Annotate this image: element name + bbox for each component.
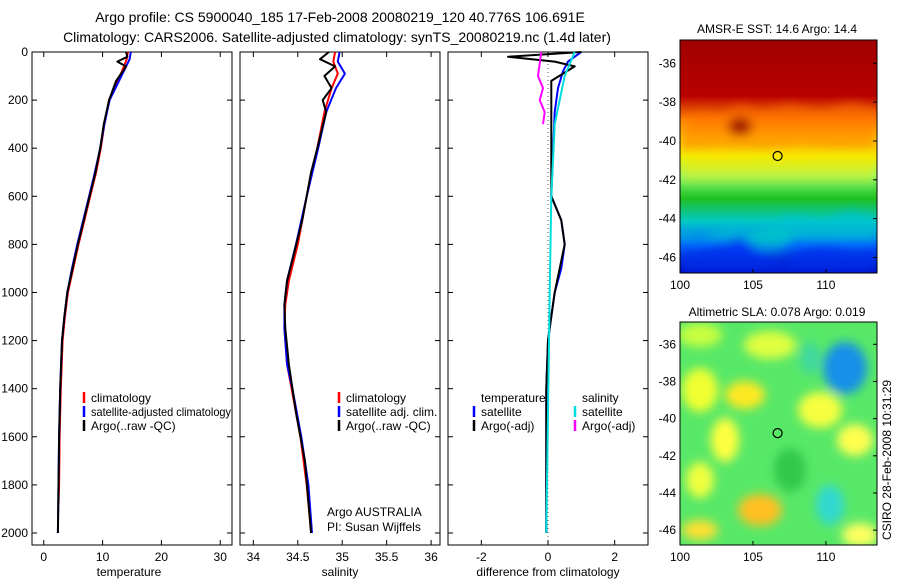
map-y-tick-label: -42: [659, 449, 677, 463]
series-line-salinity-argo-adj: [537, 51, 546, 125]
x-tick-label: 0: [545, 550, 552, 564]
x-tick-label: 30: [214, 550, 228, 564]
map-y-tick-label: -36: [659, 56, 677, 70]
x-tick-label: 36: [424, 550, 438, 564]
map-x-tick-label: 105: [743, 550, 763, 564]
credit-pi: PI: Susan Wijffels: [327, 520, 421, 534]
sst-heatmap: [680, 40, 877, 273]
y-tick-label: 1800: [1, 478, 28, 492]
legend-label-argo: Argo(..raw -QC): [346, 419, 431, 433]
x-tick-label: 0: [40, 550, 47, 564]
y-tick-label: 600: [8, 189, 28, 203]
series-line-argo-raw-qc: [283, 51, 337, 534]
argo-position-marker: [772, 428, 783, 439]
x-tick-label: 10: [96, 550, 110, 564]
map-y-tick-label: -46: [659, 523, 677, 537]
x-tick-label: -2: [476, 550, 487, 564]
map-x-tick-label: 110: [816, 550, 835, 564]
x-tick-label: 2: [611, 550, 618, 564]
map-x-tick-label: 105: [743, 278, 763, 292]
difference-panel: -2 0 2 difference from climatology tempera…: [447, 51, 649, 579]
map-y-tick-label: -40: [659, 134, 677, 148]
sst-map-axes: [679, 39, 878, 274]
y-tick-label: 1000: [1, 285, 28, 299]
y-tick-label: 400: [8, 141, 28, 155]
y-tick-label: 0: [21, 45, 28, 59]
header-line-2: Climatology: CARS2006. Satellite-adjuste…: [63, 29, 611, 45]
header-line-1: Argo profile: CS 5900040_185 17-Feb-2008…: [95, 9, 585, 25]
sla-heatmap: [680, 322, 877, 545]
x-tick-label: 34: [247, 550, 261, 564]
map-y-tick-label: -36: [659, 337, 677, 351]
legend-label-satellite: satellite adj. clim.: [346, 405, 437, 419]
sla-map-panel: Altimetric SLA: 0.078 Argo: 0.019: [659, 305, 878, 564]
map-x-tick-label: 100: [670, 278, 690, 292]
x-tick-label: 20: [155, 550, 169, 564]
map-y-tick-label: -42: [659, 173, 677, 187]
series-line-salinity-satellite: [545, 51, 576, 534]
x-tick-label: 35.5: [375, 550, 399, 564]
y-tick-label: 200: [8, 93, 28, 107]
sst-map-title: AMSR-E SST: 14.6 Argo: 14.4: [697, 22, 857, 36]
y-tick-label: 1400: [1, 382, 28, 396]
credit-stamp: CSIRO 28-Feb-2008 10:31:29: [880, 380, 894, 540]
map-y-tick-label: -44: [659, 212, 677, 226]
map-y-tick-label: -44: [659, 486, 677, 500]
x-tick-label: 34.5: [286, 550, 310, 564]
temperature-panel: 0 10 20 30 0 200 400 600 800 1000 1200 1400 1600 1800…: [1, 45, 233, 579]
difference-legend: temperature satellite Argo(-adj) salinit…: [472, 391, 635, 433]
legend-label-temp-satellite: satellite: [481, 405, 522, 419]
difference-xlabel: difference from climatology: [476, 565, 619, 579]
legend-label-satellite-adjusted: satellite-adjusted climatology: [91, 405, 231, 419]
legend-label-argo: Argo(..raw -QC): [91, 419, 176, 433]
map-y-tick-label: -38: [659, 374, 677, 388]
map-y-tick-label: -40: [659, 412, 677, 426]
salinity-panel: 34 34.5 35 35.5 36 salinity climatology sate…: [239, 51, 441, 579]
salinity-axes: [239, 51, 441, 546]
sst-map-panel: AMSR-E SST: 14.6 Argo: 14.4 100 105 110 -36…: [659, 22, 878, 292]
y-tick-label: 1600: [1, 430, 28, 444]
y-tick-label: 1200: [1, 334, 28, 348]
map-x-tick-label: 100: [670, 550, 690, 564]
argo-position-marker: [772, 150, 783, 162]
map-y-tick-label: -38: [659, 95, 677, 109]
credit-program: Argo AUSTRALIA: [327, 505, 422, 519]
legend-label-climatology: climatology: [346, 391, 406, 405]
legend-label-climatology: climatology: [91, 391, 151, 405]
y-tick-label: 800: [8, 237, 28, 251]
legend-label-temp-argo: Argo(-adj): [481, 419, 534, 433]
sla-map-axes: [679, 321, 878, 546]
x-tick-label: 35: [336, 550, 350, 564]
y-tick-label: 2000: [1, 526, 28, 540]
legend-group-temperature: temperature: [481, 391, 546, 405]
temperature-xlabel: temperature: [97, 565, 162, 579]
legend-group-salinity: salinity: [582, 391, 619, 405]
map-y-tick-label: -46: [659, 250, 677, 264]
sla-map-title: Altimetric SLA: 0.078 Argo: 0.019: [689, 305, 866, 319]
salinity-xlabel: salinity: [322, 565, 359, 579]
salinity-legend: climatology satellite adj. clim. Argo(..…: [337, 391, 437, 433]
legend-label-sal-argo: Argo(-adj): [582, 419, 635, 433]
series-line-argo-raw-qc: [56, 51, 129, 534]
legend-label-sal-satellite: satellite: [582, 405, 623, 419]
map-x-tick-label: 110: [816, 278, 835, 292]
temperature-legend: climatology satellite-adjusted climatolo…: [82, 391, 231, 433]
temperature-axes: [31, 51, 233, 546]
